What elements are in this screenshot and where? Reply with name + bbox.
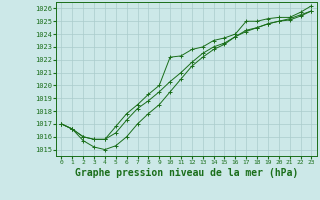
X-axis label: Graphe pression niveau de la mer (hPa): Graphe pression niveau de la mer (hPa) [75,168,298,178]
